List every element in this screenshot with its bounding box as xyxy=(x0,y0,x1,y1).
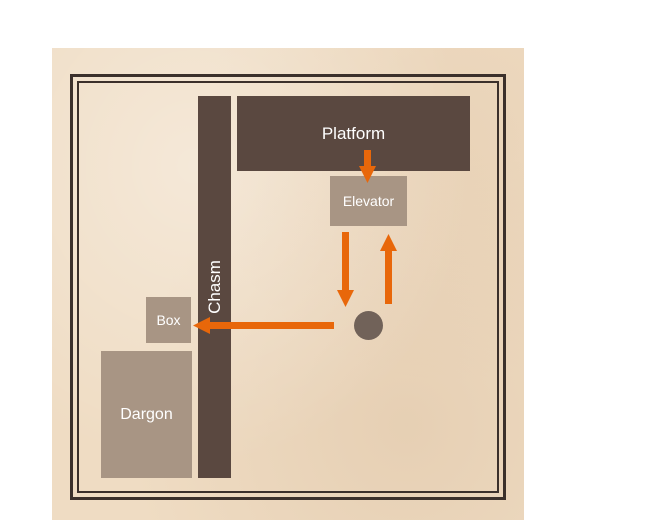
platform-area: Platform xyxy=(237,96,470,171)
map-border-inner xyxy=(77,81,499,493)
chasm-area: Chasm xyxy=(198,96,231,478)
arrow-down-icon xyxy=(359,150,376,183)
elevator-area[interactable]: Elevator xyxy=(330,176,407,226)
elevator-label: Elevator xyxy=(342,193,395,209)
arrow-left-icon xyxy=(193,317,334,334)
platform-label: Platform xyxy=(321,123,386,143)
arrow-down-icon xyxy=(337,232,354,307)
player-token-icon[interactable] xyxy=(354,311,383,340)
box-item[interactable]: Box xyxy=(146,297,191,343)
map-border-outer xyxy=(70,74,506,500)
dargon-label: Dargon xyxy=(120,405,173,423)
arrow-up-icon xyxy=(380,234,397,304)
dargon-area[interactable]: Dargon xyxy=(101,351,192,478)
box-label: Box xyxy=(156,312,181,328)
